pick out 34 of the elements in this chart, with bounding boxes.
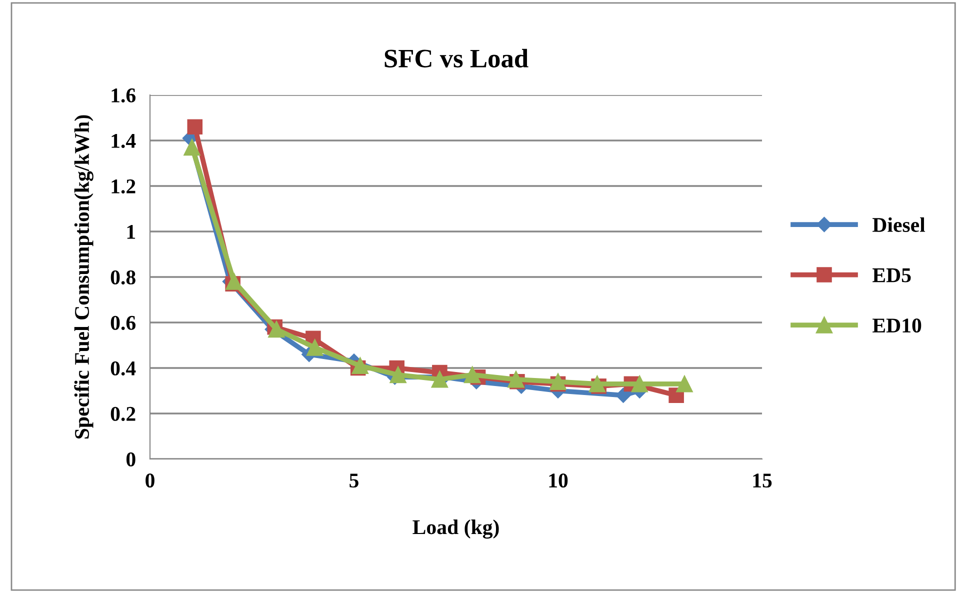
y-tick-label: 0.6 (110, 316, 136, 330)
x-tick-label: 15 (753, 474, 772, 488)
chart-title: SFC vs Load (384, 48, 528, 68)
x-tick-label: 10 (549, 473, 568, 488)
legend-label: Diesel (872, 217, 926, 232)
y-tick-label: 1.2 (112, 179, 136, 194)
point (431, 371, 448, 388)
point (676, 376, 693, 392)
point (184, 138, 200, 156)
point (352, 357, 368, 374)
point (508, 371, 524, 388)
legend-label: ED10 (872, 318, 922, 333)
point (464, 366, 481, 384)
y-tick-label: 0.8 (110, 270, 136, 285)
y-tick-label: 1.4 (112, 134, 136, 148)
point (390, 366, 406, 384)
point (588, 376, 606, 392)
y-axis-title: Specific Fuel Consumption(kg/kWh) (74, 115, 94, 439)
point (616, 388, 631, 403)
legend-label: ED5 (872, 268, 911, 282)
point (550, 373, 566, 390)
y-tick-label: 1.6 (112, 88, 136, 103)
point (631, 376, 648, 392)
x-tick-label: 5 (350, 474, 358, 488)
y-tick-label: 0.2 (110, 406, 136, 422)
point (268, 320, 285, 338)
point (306, 339, 324, 356)
point (226, 273, 242, 290)
y-tick-label: 1 (127, 224, 136, 239)
y-tick-label: 0 (126, 452, 136, 466)
x-axis-title: Load (kg) (412, 520, 499, 539)
point (187, 119, 203, 134)
y-tick-label: 0.4 (110, 361, 136, 376)
x-tick-label: 0 (146, 473, 154, 488)
